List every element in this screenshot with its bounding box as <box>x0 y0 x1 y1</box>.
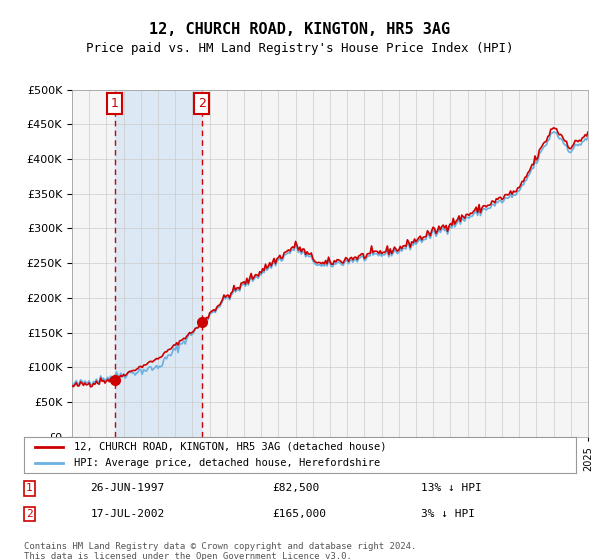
Text: 17-JUL-2002: 17-JUL-2002 <box>90 509 164 519</box>
Text: Contains HM Land Registry data © Crown copyright and database right 2024.
This d: Contains HM Land Registry data © Crown c… <box>24 542 416 560</box>
Text: 12, CHURCH ROAD, KINGTON, HR5 3AG: 12, CHURCH ROAD, KINGTON, HR5 3AG <box>149 22 451 38</box>
Text: 2: 2 <box>26 509 33 519</box>
Text: HPI: Average price, detached house, Herefordshire: HPI: Average price, detached house, Here… <box>74 458 380 468</box>
Text: 13% ↓ HPI: 13% ↓ HPI <box>421 483 482 493</box>
Text: 12, CHURCH ROAD, KINGTON, HR5 3AG (detached house): 12, CHURCH ROAD, KINGTON, HR5 3AG (detac… <box>74 442 386 452</box>
Text: 26-JUN-1997: 26-JUN-1997 <box>90 483 164 493</box>
Text: £165,000: £165,000 <box>272 509 326 519</box>
Text: £82,500: £82,500 <box>272 483 320 493</box>
Bar <box>115 90 202 437</box>
Text: Price paid vs. HM Land Registry's House Price Index (HPI): Price paid vs. HM Land Registry's House … <box>86 42 514 55</box>
Text: 2: 2 <box>198 97 206 110</box>
Text: 1: 1 <box>111 97 119 110</box>
Text: 1: 1 <box>26 483 33 493</box>
Text: 3% ↓ HPI: 3% ↓ HPI <box>421 509 475 519</box>
